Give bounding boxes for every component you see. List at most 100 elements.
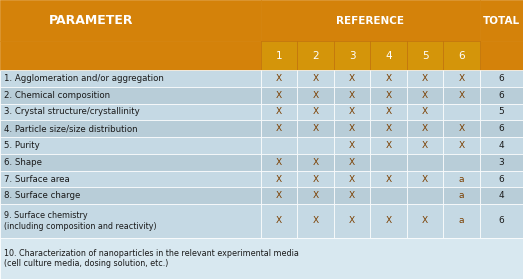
Text: X: X (313, 191, 319, 200)
Text: 4: 4 (385, 51, 392, 61)
Text: X: X (385, 217, 392, 225)
Text: TOTAL: TOTAL (483, 16, 520, 26)
Bar (0, 70, 261, 87)
Bar (370, 104, 407, 120)
Text: X: X (349, 141, 355, 150)
Text: 1: 1 (276, 51, 282, 61)
Bar (370, 171, 407, 187)
Bar (480, 187, 523, 204)
Text: 2: 2 (312, 51, 319, 61)
Text: 1. Agglomeration and/or aggregation: 1. Agglomeration and/or aggregation (4, 74, 164, 83)
Bar (334, 204, 370, 238)
Text: 5. Purity: 5. Purity (4, 141, 40, 150)
Bar (0, 187, 261, 204)
Bar (261, 154, 298, 171)
Text: X: X (313, 217, 319, 225)
Bar (407, 87, 444, 104)
Bar (298, 70, 334, 87)
Bar (334, 87, 370, 104)
Bar (370, 204, 407, 238)
Bar (480, 0, 523, 41)
Text: 6: 6 (458, 51, 465, 61)
Text: 6. Shape: 6. Shape (4, 158, 42, 167)
Bar (0, 0, 261, 41)
Bar (480, 104, 523, 120)
Bar (261, 204, 298, 238)
Bar (480, 70, 523, 87)
Text: X: X (422, 124, 428, 133)
Bar (298, 41, 334, 70)
Text: X: X (459, 124, 465, 133)
Bar (480, 87, 523, 104)
Bar (298, 104, 334, 120)
Bar (444, 70, 480, 87)
Bar (334, 70, 370, 87)
Text: 10. Characterization of nanoparticles in the relevant experimental media
(cell c: 10. Characterization of nanoparticles in… (4, 249, 299, 268)
Text: 4. Particle size/size distribution: 4. Particle size/size distribution (4, 124, 138, 133)
Bar (480, 120, 523, 137)
Text: X: X (385, 91, 392, 100)
Bar (480, 154, 523, 171)
Bar (298, 171, 334, 187)
Bar (444, 87, 480, 104)
Bar (407, 120, 444, 137)
Bar (407, 204, 444, 238)
Text: 5: 5 (422, 51, 428, 61)
Text: X: X (422, 74, 428, 83)
Bar (261, 187, 298, 204)
Text: 9. Surface chemistry
(including composition and reactivity): 9. Surface chemistry (including composit… (4, 211, 156, 231)
Text: X: X (276, 107, 282, 116)
Text: X: X (385, 107, 392, 116)
Bar (0, 238, 523, 279)
Text: X: X (459, 91, 465, 100)
Bar (480, 204, 523, 238)
Bar (480, 137, 523, 154)
Bar (334, 171, 370, 187)
Bar (370, 41, 407, 70)
Text: X: X (349, 124, 355, 133)
Text: X: X (276, 217, 282, 225)
Bar (334, 137, 370, 154)
Bar (0, 137, 261, 154)
Bar (480, 171, 523, 187)
Text: X: X (276, 91, 282, 100)
Bar (298, 120, 334, 137)
Bar (444, 120, 480, 137)
Bar (370, 187, 407, 204)
Text: 3: 3 (498, 158, 504, 167)
Bar (334, 187, 370, 204)
Text: 2. Chemical composition: 2. Chemical composition (4, 91, 110, 100)
Bar (407, 104, 444, 120)
Text: 7. Surface area: 7. Surface area (4, 175, 70, 184)
Text: X: X (313, 107, 319, 116)
Text: X: X (276, 74, 282, 83)
Bar (0, 104, 261, 120)
Text: PARAMETER: PARAMETER (49, 14, 133, 27)
Bar (444, 154, 480, 171)
Text: 4: 4 (498, 191, 504, 200)
Text: X: X (276, 175, 282, 184)
Bar (0, 87, 261, 104)
Text: a: a (459, 175, 464, 184)
Text: X: X (349, 191, 355, 200)
Text: 6: 6 (498, 74, 504, 83)
Text: 4: 4 (498, 141, 504, 150)
Bar (261, 137, 298, 154)
Text: X: X (385, 141, 392, 150)
Bar (298, 187, 334, 204)
Text: X: X (349, 158, 355, 167)
Bar (298, 204, 334, 238)
Text: a: a (459, 191, 464, 200)
Bar (261, 87, 298, 104)
Text: X: X (422, 107, 428, 116)
Text: X: X (349, 91, 355, 100)
Text: X: X (313, 158, 319, 167)
Bar (298, 154, 334, 171)
Text: 6: 6 (498, 124, 504, 133)
Bar (261, 104, 298, 120)
Text: X: X (349, 107, 355, 116)
Text: X: X (313, 91, 319, 100)
Bar (444, 104, 480, 120)
Bar (298, 87, 334, 104)
Text: 6: 6 (498, 175, 504, 184)
